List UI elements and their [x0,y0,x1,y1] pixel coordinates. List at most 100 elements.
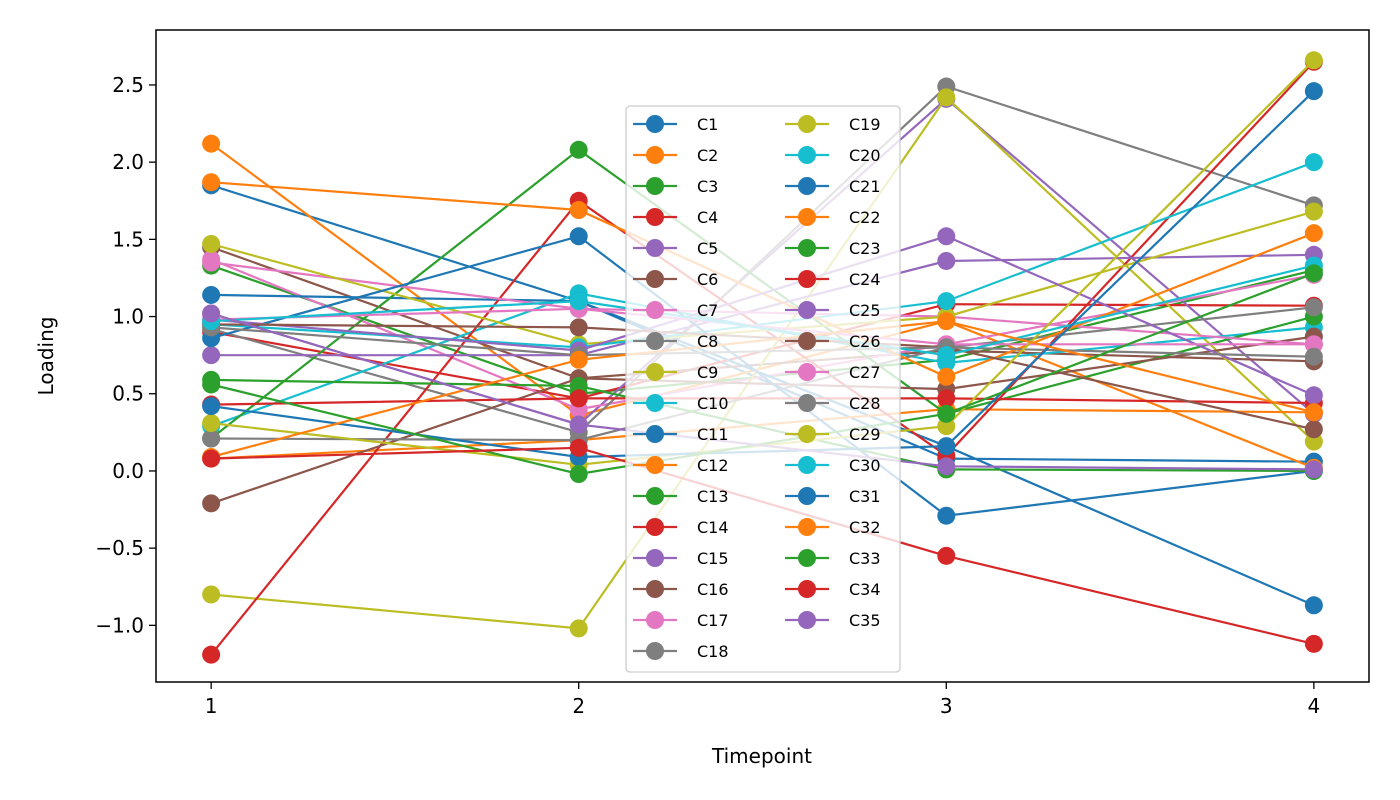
data-point [202,414,221,433]
legend-label: C5 [697,239,718,258]
data-point [1304,386,1323,405]
data-point [1304,420,1323,439]
legend-marker [798,146,816,164]
y-axis-label: Loading [34,317,58,396]
legend-marker [646,611,664,629]
legend-label: C31 [849,487,881,506]
data-point [1304,634,1323,653]
legend-entry-C31: C31 [785,487,881,506]
legend-marker [798,394,816,412]
data-point [569,318,588,337]
data-point [1304,347,1323,366]
data-point [569,140,588,159]
data-point [1304,335,1323,354]
x-tick-label: 4 [1307,694,1320,718]
legend-marker [646,239,664,257]
legend-marker [646,301,664,319]
data-point [1304,202,1323,221]
data-point [569,227,588,246]
legend-marker [646,208,664,226]
data-point [202,304,221,323]
legend-entry-C10: C10 [633,394,729,413]
legend-marker [646,270,664,288]
legend-entry-C21: C21 [785,177,881,196]
data-point [1304,51,1323,70]
x-axis-label: Timepoint [711,744,812,768]
x-tick-label: 1 [205,694,218,718]
legend-marker [798,115,816,133]
legend-entry-C25: C25 [785,301,881,320]
legend-label: C3 [697,177,718,196]
y-tick-label: 0.5 [112,382,144,406]
legend-label: C23 [849,239,881,258]
legend-marker [646,363,664,381]
data-point [202,397,221,416]
legend-entry-C24: C24 [785,270,881,289]
legend-label: C24 [849,270,881,289]
legend-label: C32 [849,518,881,537]
data-point [937,437,956,456]
legend-entry-C20: C20 [785,146,881,165]
data-point [937,506,956,525]
legend-label: C17 [697,611,729,630]
data-point [937,389,956,408]
legend-marker [646,332,664,350]
legend-entry-C9: C9 [633,363,718,382]
data-point [1304,460,1323,479]
legend-marker [798,611,816,629]
legend-marker [798,580,816,598]
legend-entry-C27: C27 [785,363,881,382]
legend: C1 C2 C3 C4 C5 C6 C7 C8 C9 C10 C11 C12 C13 C14 C15 C16 C… [625,105,901,673]
legend-label: C8 [697,332,718,351]
data-point [937,457,956,476]
x-axis: 1 2 3 4 [205,682,1320,718]
data-point [202,346,221,365]
data-point [569,389,588,408]
legend-label: C1 [697,115,718,134]
legend-marker [798,487,816,505]
legend-label: C16 [697,580,729,599]
data-point [1304,153,1323,172]
data-point [937,88,956,107]
legend-marker [798,363,816,381]
data-point [202,645,221,664]
legend-marker [646,146,664,164]
data-point [202,585,221,604]
data-point [937,292,956,311]
legend-marker [798,177,816,195]
legend-entry-C22: C22 [785,208,881,227]
legend-entry-C30: C30 [785,456,881,475]
legend-marker [798,301,816,319]
data-point [569,438,588,457]
legend-marker [798,208,816,226]
legend-entry-C16: C16 [633,580,729,599]
legend-label: C11 [697,425,729,444]
y-tick-label: 1.0 [112,305,144,329]
data-point [202,429,221,448]
data-point [202,494,221,513]
legend-label: C30 [849,456,881,475]
legend-marker [798,456,816,474]
data-point [569,377,588,396]
legend-marker [798,549,816,567]
legend-entry-C6: C6 [633,270,718,289]
data-point [202,375,221,394]
legend-marker [646,549,664,567]
legend-entry-C33: C33 [785,549,881,568]
legend-entry-C5: C5 [633,239,718,258]
y-axis: −1.0 −0.5 0.0 0.5 1.0 1.5 2.0 2.5 [95,73,156,637]
legend-entry-C19: C19 [785,115,881,134]
data-point [1304,596,1323,615]
legend-entry-C4: C4 [633,208,718,227]
data-point [1304,82,1323,101]
legend-marker [646,642,664,660]
legend-entry-C3: C3 [633,177,718,196]
legend-marker [646,487,664,505]
plot-frame [155,29,1370,683]
legend-label: C34 [849,580,881,599]
legend-marker [798,518,816,536]
data-point [569,350,588,369]
legend-marker [646,456,664,474]
data-point [937,312,956,331]
legend-entry-C35: C35 [785,611,881,630]
